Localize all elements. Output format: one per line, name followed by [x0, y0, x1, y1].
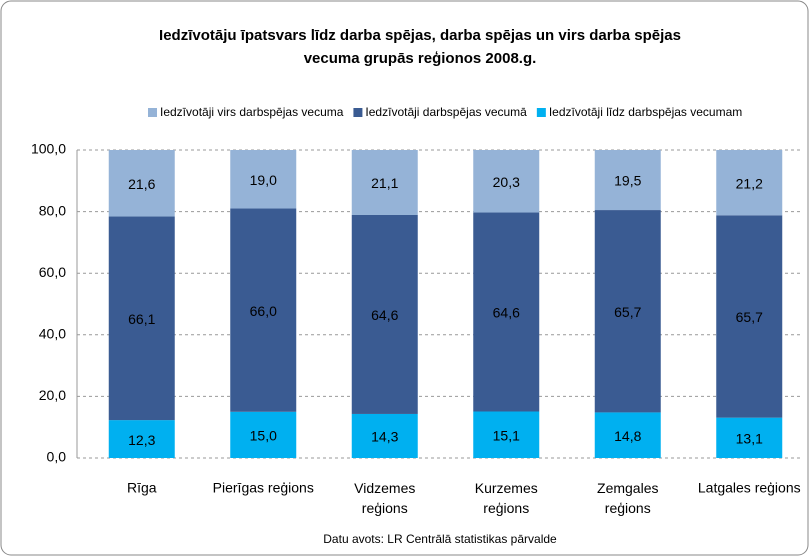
legend-label: Iedzīvotāji līdz darbspējas vecumam [549, 105, 742, 119]
x-tick-line: Zemgales [597, 480, 658, 496]
bar-segment [351, 214, 418, 414]
source: Datu avots: LR Centrālā statistikas pārv… [323, 532, 557, 546]
x-tick-line: reģions [362, 500, 408, 516]
data-label: 65,7 [736, 309, 763, 325]
y-tick-label: 100,0 [31, 141, 66, 157]
data-label: 65,7 [614, 304, 641, 320]
legend-label: Iedzīvotāji darbspējas vecumā [365, 105, 527, 119]
y-tick-label: 20,0 [39, 387, 66, 403]
bar-segment [108, 216, 175, 421]
data-label: 66,1 [128, 311, 155, 327]
bar-segment [230, 150, 297, 209]
x-tick-label: Zemgales reģions [597, 480, 658, 516]
bar-segment [716, 150, 783, 216]
data-label: 19,5 [614, 173, 641, 189]
data-label: 15,0 [250, 428, 277, 444]
bar-segment [230, 208, 297, 412]
bar-segment [108, 420, 175, 458]
data-label: 21,1 [371, 175, 398, 191]
bar-segment [473, 150, 540, 213]
legend-label: Iedzīvotāji virs darbspējas vecuma [160, 105, 344, 119]
x-tick-line: Vidzemes [354, 480, 415, 496]
bar-segment [473, 212, 540, 412]
bar-segment [594, 150, 661, 211]
data-label: 12,3 [128, 432, 155, 448]
data-label: 14,3 [371, 429, 398, 445]
legend-swatch [536, 108, 546, 117]
data-label: 20,3 [493, 174, 520, 190]
bar-segment [230, 411, 297, 458]
bar-segment [716, 215, 783, 418]
data-label: 66,0 [250, 303, 277, 319]
bar-segment [351, 413, 418, 458]
data-label: 14,8 [614, 428, 641, 444]
bar-segment [594, 412, 661, 458]
x-tick-line: reģions [605, 500, 651, 516]
bar-segment [716, 417, 783, 458]
x-tick-label: Vidzemes reģions [354, 480, 415, 516]
data-label: 21,2 [736, 175, 763, 191]
chart-title: vecuma grupās reģionos 2008.g. [304, 50, 537, 67]
data-label: 15,1 [493, 427, 520, 443]
data-label: 64,6 [493, 305, 520, 321]
data-label: 19,0 [250, 172, 277, 188]
legend-swatch [353, 108, 363, 117]
x-tick-label: Pierīgas reģions [213, 480, 314, 496]
x-tick-label: Rīga [127, 480, 157, 496]
x-tick-label: Kurzemes reģions [475, 480, 538, 516]
bar-segment [108, 150, 175, 217]
bar-segment [594, 210, 661, 413]
data-label: 13,1 [736, 431, 763, 447]
bar-segment [473, 411, 540, 458]
bar-segment [351, 150, 418, 215]
x-tick-line: Kurzemes [475, 480, 538, 496]
y-tick-label: 80,0 [39, 202, 66, 218]
data-label: 21,6 [128, 176, 155, 192]
y-tick-label: 40,0 [39, 326, 66, 342]
y-tick-label: 60,0 [39, 264, 66, 280]
legend-swatch [148, 108, 157, 117]
data-label: 64,6 [371, 307, 398, 323]
y-tick-label: 0,0 [47, 449, 67, 465]
x-tick-line: reģions [483, 500, 529, 516]
x-tick-label: Latgales reģions [698, 480, 801, 496]
chart-title: Iedzīvotāju īpatsvars līdz darba spējas,… [159, 27, 681, 44]
